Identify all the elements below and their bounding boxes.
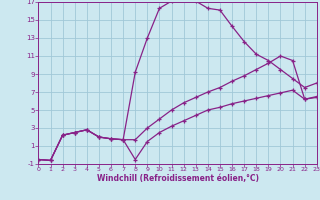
X-axis label: Windchill (Refroidissement éolien,°C): Windchill (Refroidissement éolien,°C) (97, 174, 259, 183)
